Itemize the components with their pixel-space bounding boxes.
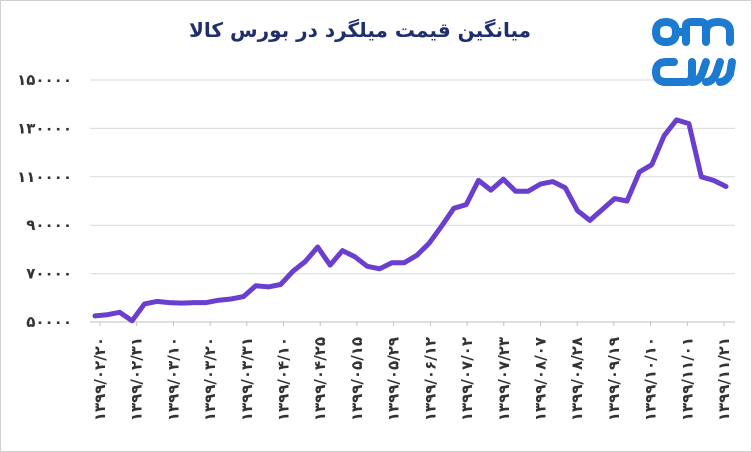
x-tick-label: ۱۳۹۹/۰۵/۲۹ xyxy=(385,337,403,421)
x-tick-label: ۱۳۹۹/۰۴/۱۰ xyxy=(275,337,293,421)
x-tick-label: ۱۳۹۹/۰۵/۱۵ xyxy=(348,337,366,421)
y-tick-label: ۱۳۰۰۰۰ xyxy=(17,119,72,137)
company-logo-icon xyxy=(652,18,736,86)
x-tick-label: ۱۳۹۹/۱۱/۰۱ xyxy=(678,337,696,421)
x-tick-label: ۱۳۹۹/۰۷/۲۳ xyxy=(495,337,513,421)
series-line xyxy=(92,117,729,324)
y-tick-label: ۱۱۰۰۰۰ xyxy=(17,168,72,186)
y-tick-label: ۵۰۰۰۰ xyxy=(26,313,72,331)
y-tick-label: ۹۰۰۰۰ xyxy=(26,216,72,234)
grid-lines xyxy=(90,79,735,323)
x-tick-label: ۱۳۹۹/۰۳/۱۰ xyxy=(164,337,182,421)
y-axis-tick-labels: ۵۰۰۰۰ ۷۰۰۰۰ ۹۰۰۰۰ ۱۱۰۰۰۰ ۱۳۰۰۰۰ ۱۵۰۰۰۰ xyxy=(17,71,72,331)
x-axis-tick-labels: ۱۳۹۹/۰۲/۲۰ ۱۳۹۹/۰۲/۳۱ ۱۳۹۹/۰۳/۱۰ ۱۳۹۹/۰۳/۲۰… xyxy=(91,337,733,421)
x-tick-label: ۱۳۹۹/۰۴/۲۵ xyxy=(311,337,329,421)
x-tick-label: ۱۳۹۹/۱۰/۱۰ xyxy=(642,337,660,421)
x-tick-label: ۱۳۹۹/۰۸/۲۸ xyxy=(568,337,586,421)
y-tick-label: ۷۰۰۰۰ xyxy=(26,265,72,283)
series-group xyxy=(92,117,729,324)
x-tick-label: ۱۳۹۹/۱۱/۲۱ xyxy=(715,337,733,421)
chart-title: میانگین قیمت میلگرد در بورس کالا xyxy=(188,18,532,42)
y-tick-label: ۱۵۰۰۰۰ xyxy=(17,71,72,89)
x-tick-label: ۱۳۹۹/۰۳/۳۱ xyxy=(238,337,256,421)
x-tick-label: ۱۳۹۹/۰۲/۳۱ xyxy=(128,337,146,421)
x-tick-label: ۱۳۹۹/۰۹/۱۹ xyxy=(605,337,623,421)
x-tick-label: ۱۳۹۹/۰۲/۲۰ xyxy=(91,337,109,421)
x-tick-label: ۱۳۹۹/۰۷/۰۲ xyxy=(458,337,476,421)
x-tick-label: ۱۳۹۹/۰۶/۱۲ xyxy=(421,337,439,421)
x-tick-label: ۱۳۹۹/۰۸/۰۷ xyxy=(531,337,549,421)
x-tick-label: ۱۳۹۹/۰۳/۲۰ xyxy=(201,337,219,421)
x-axis xyxy=(90,321,735,326)
